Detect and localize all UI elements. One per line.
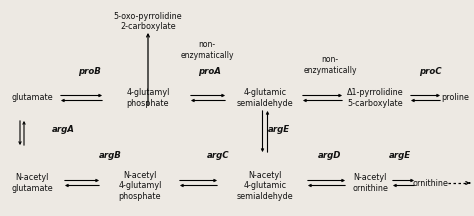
Text: Δ1-pyrrolidine
5-carboxylate: Δ1-pyrrolidine 5-carboxylate (346, 88, 403, 108)
Text: proline: proline (441, 94, 469, 103)
Text: argE: argE (389, 151, 411, 159)
Text: argB: argB (99, 151, 121, 159)
Text: proB: proB (79, 67, 101, 76)
Text: non-
enzymatically: non- enzymatically (303, 55, 357, 75)
Text: N-acetyl
ornithine: N-acetyl ornithine (352, 173, 388, 193)
Text: 5-oxo-pyrrolidine
2-carboxylate: 5-oxo-pyrrolidine 2-carboxylate (114, 12, 182, 31)
Text: ornithine: ornithine (412, 178, 448, 187)
Text: 4-glutamic
semialdehyde: 4-glutamic semialdehyde (237, 88, 293, 108)
Text: argD: argD (319, 151, 342, 159)
Text: argE: argE (268, 125, 290, 135)
Text: proC: proC (419, 67, 441, 76)
Text: glutamate: glutamate (11, 94, 53, 103)
Text: N-acetyl
4-glutamyl
phosphate: N-acetyl 4-glutamyl phosphate (118, 171, 162, 201)
Text: N-acetyl
4-glutamic
semialdehyde: N-acetyl 4-glutamic semialdehyde (237, 171, 293, 201)
Text: 4-glutamyl
phosphate: 4-glutamyl phosphate (126, 88, 170, 108)
Text: proA: proA (199, 67, 221, 76)
Text: argC: argC (207, 151, 229, 159)
Text: N-acetyl
glutamate: N-acetyl glutamate (11, 173, 53, 193)
Text: non-
enzymatically: non- enzymatically (180, 40, 234, 60)
Text: argA: argA (52, 125, 75, 135)
